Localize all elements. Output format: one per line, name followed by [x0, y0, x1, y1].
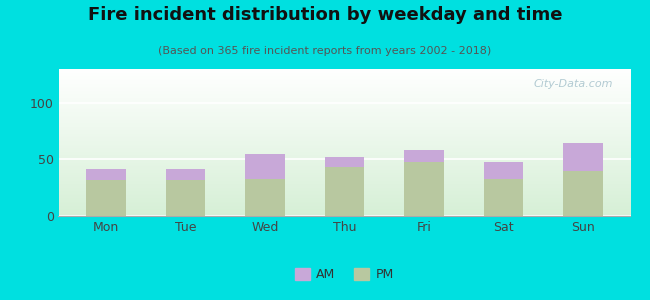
Text: City-Data.com: City-Data.com	[534, 79, 614, 89]
Bar	[404, 150, 444, 162]
Bar	[245, 179, 285, 216]
Bar	[86, 169, 126, 180]
Text: Fire incident distribution by weekday and time: Fire incident distribution by weekday an…	[88, 6, 562, 24]
Bar	[324, 167, 365, 216]
Bar	[166, 169, 205, 180]
Bar	[484, 162, 523, 179]
Legend: AM, PM: AM, PM	[290, 263, 399, 286]
Bar	[86, 180, 126, 216]
Bar	[245, 154, 285, 179]
Bar	[563, 171, 603, 216]
Bar	[324, 157, 365, 167]
Text: (Based on 365 fire incident reports from years 2002 - 2018): (Based on 365 fire incident reports from…	[159, 46, 491, 56]
Bar	[166, 180, 205, 216]
Bar	[404, 162, 444, 216]
Bar	[484, 179, 523, 216]
Bar	[563, 142, 603, 171]
